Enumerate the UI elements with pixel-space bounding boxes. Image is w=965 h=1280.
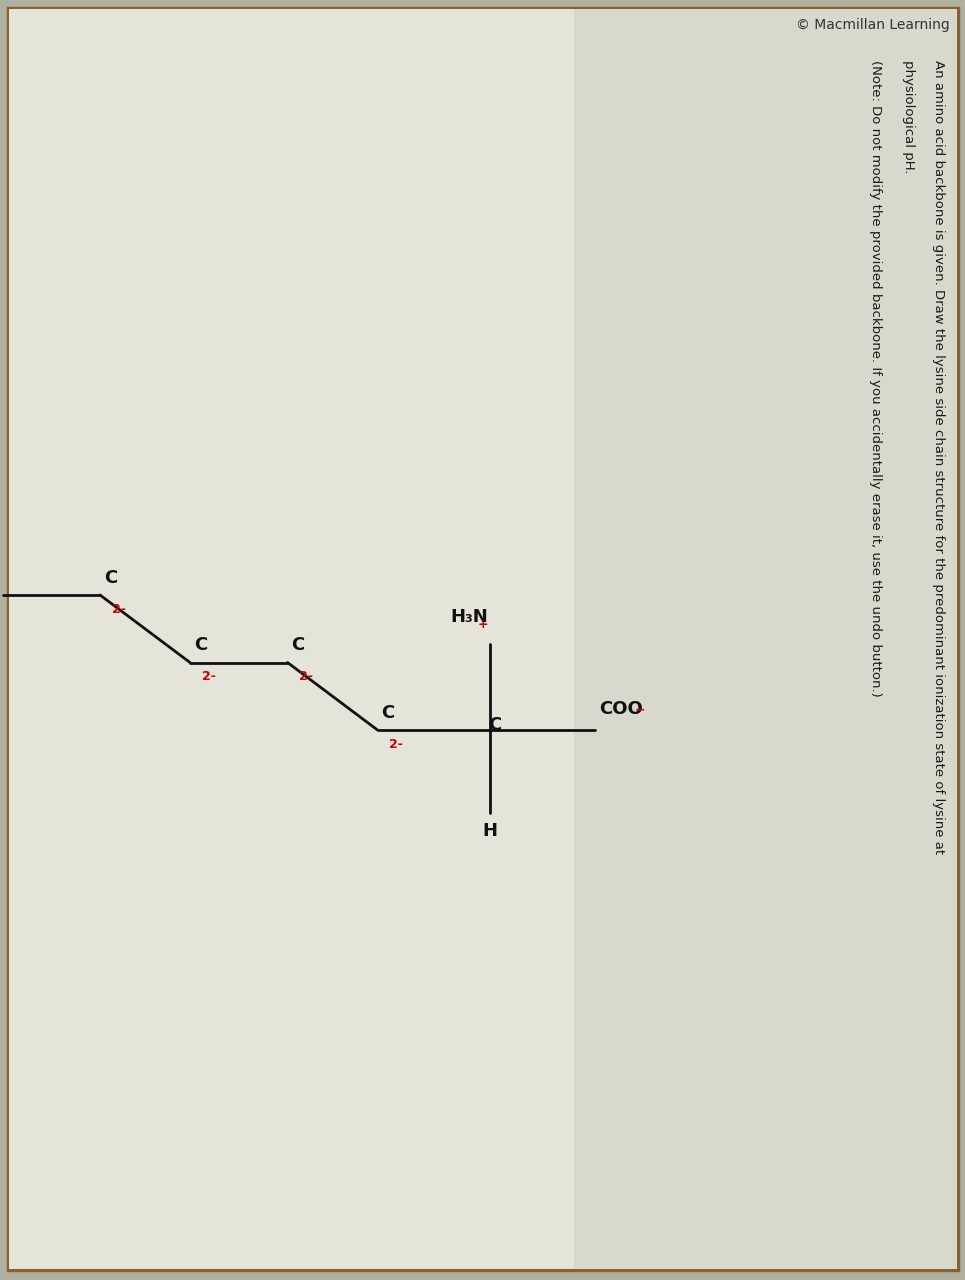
Text: An amino acid backbone is given. Draw the lysine side chain structure for the pr: An amino acid backbone is given. Draw th… — [932, 60, 945, 854]
Text: −: − — [635, 703, 646, 716]
Text: H: H — [482, 822, 498, 840]
Text: C: C — [488, 716, 502, 733]
Text: C: C — [381, 704, 395, 722]
Text: C: C — [194, 636, 207, 654]
Text: (Note: Do not modify the provided backbone. If you accidentally erase it, use th: (Note: Do not modify the provided backbo… — [869, 60, 882, 696]
Text: 2-: 2- — [299, 671, 314, 684]
Text: H₃N: H₃N — [451, 608, 488, 626]
Text: 2-: 2- — [202, 671, 216, 684]
Text: C: C — [104, 570, 118, 588]
Text: physiological pH.: physiological pH. — [902, 60, 915, 174]
Text: 2-: 2- — [390, 739, 403, 751]
Bar — [574, 9, 957, 1268]
Text: +: + — [478, 618, 488, 631]
Text: © Macmillan Learning: © Macmillan Learning — [796, 18, 950, 32]
Text: COO: COO — [598, 700, 643, 718]
Text: 2-: 2- — [112, 603, 125, 616]
Text: C: C — [291, 636, 305, 654]
Bar — [9, 9, 574, 1268]
